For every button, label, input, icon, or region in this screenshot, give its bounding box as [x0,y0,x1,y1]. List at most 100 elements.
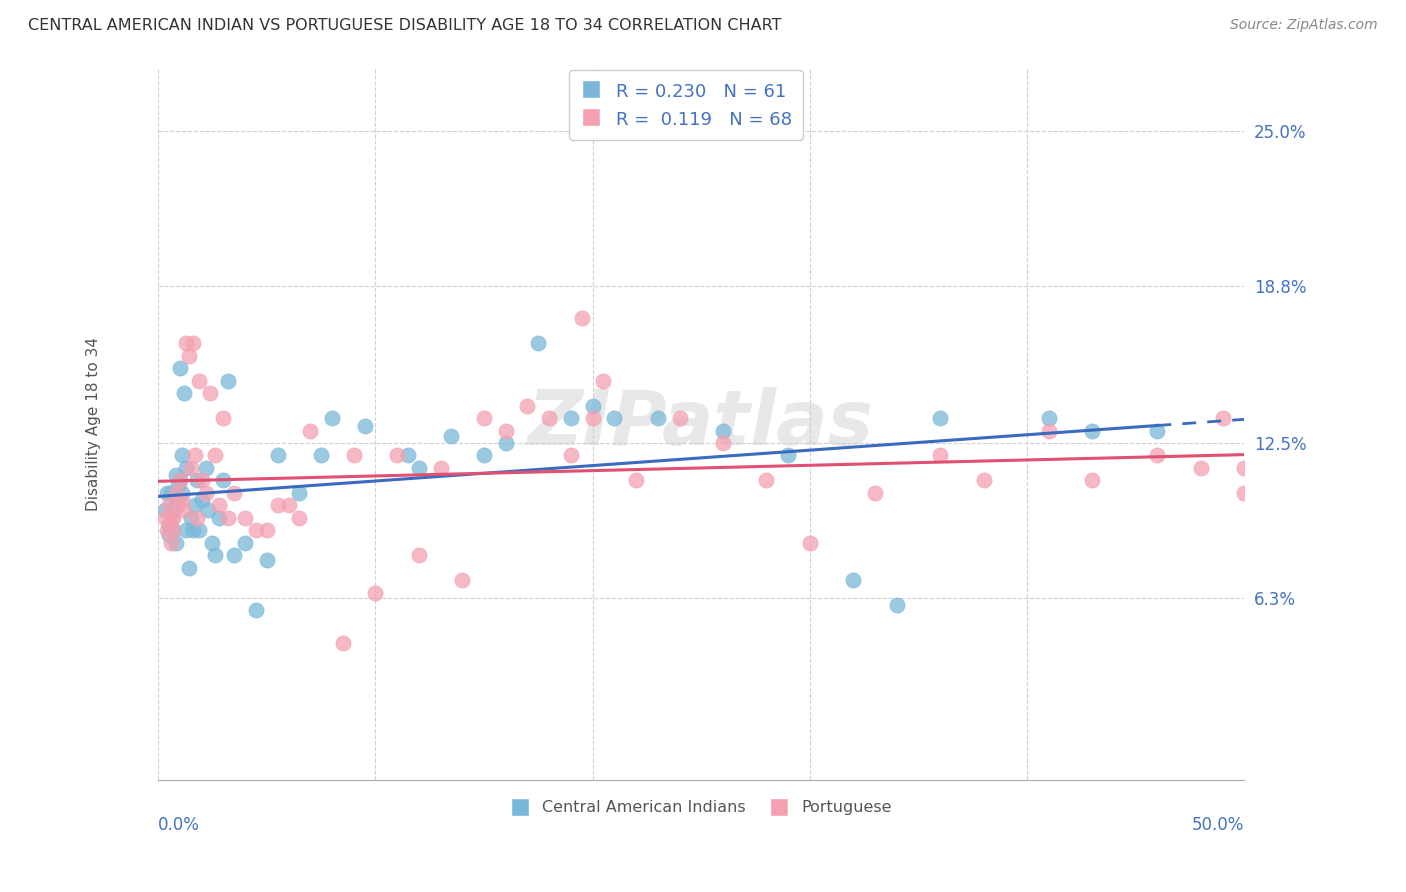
Text: ZIPatlas: ZIPatlas [529,387,875,461]
Legend: Central American Indians, Portuguese: Central American Indians, Portuguese [503,794,898,822]
Point [1233,461,1256,475]
Point [472,449,495,463]
Point [169,361,191,376]
Point [162,503,184,517]
Point [233,511,256,525]
Point [176,336,198,351]
Point [160,486,183,500]
Point [440,428,463,442]
Point [162,524,184,538]
Point [176,461,198,475]
Point [166,499,188,513]
Point [592,374,614,388]
Point [208,511,231,525]
Point [180,461,202,475]
Point [309,449,332,463]
Point [169,474,191,488]
Point [1233,486,1256,500]
Point [173,386,195,401]
Point [1081,424,1104,438]
Point [186,511,208,525]
Point [204,449,226,463]
Point [668,411,690,425]
Point [176,524,198,538]
Point [200,386,222,401]
Point [343,449,366,463]
Point [385,449,408,463]
Text: CENTRAL AMERICAN INDIAN VS PORTUGUESE DISABILITY AGE 18 TO 34 CORRELATION CHART: CENTRAL AMERICAN INDIAN VS PORTUGUESE DI… [28,18,782,33]
Point [165,536,187,550]
Point [224,486,246,500]
Point [266,499,288,513]
Point [560,411,582,425]
Point [842,574,865,588]
Point [190,493,212,508]
Point [1212,411,1234,425]
Point [1146,424,1168,438]
Point [581,411,603,425]
Point [1038,424,1060,438]
Point [188,374,211,388]
Point [162,511,184,525]
Point [603,411,626,425]
Point [1244,474,1267,488]
Point [778,449,800,463]
Point [157,528,180,542]
Point [288,486,311,500]
Point [429,461,451,475]
Point [156,524,179,538]
Point [527,336,550,351]
Point [516,399,538,413]
Point [571,311,593,326]
Point [194,461,217,475]
Point [170,486,193,500]
Point [197,503,219,517]
Point [204,549,226,563]
Point [332,636,354,650]
Point [186,474,208,488]
Point [217,511,239,525]
Point [353,418,375,433]
Point [166,493,188,508]
Point [647,411,669,425]
Point [170,493,193,508]
Point [755,474,778,488]
Point [495,436,517,450]
Point [288,511,311,525]
Point [208,499,231,513]
Point [162,524,184,538]
Point [495,424,517,438]
Point [165,486,187,500]
Point [165,486,187,500]
Point [181,336,204,351]
Point [184,449,207,463]
Point [863,486,886,500]
Point [299,424,322,438]
Point [157,518,180,533]
Point [929,411,952,425]
Point [256,553,278,567]
Point [184,499,207,513]
Point [194,486,217,500]
Point [321,411,343,425]
Text: 0.0%: 0.0% [159,815,200,834]
Point [173,503,195,517]
Point [201,536,224,550]
Point [1244,449,1267,463]
Point [190,474,212,488]
Point [1038,411,1060,425]
Point [160,511,183,525]
Point [212,474,235,488]
Point [266,449,288,463]
Point [886,599,908,613]
Point [396,449,419,463]
Point [929,449,952,463]
Point [160,536,183,550]
Point [711,424,734,438]
Point [153,511,176,525]
Point [408,549,430,563]
Point [177,349,200,363]
Point [973,474,995,488]
Point [180,511,202,525]
Point [165,499,187,513]
